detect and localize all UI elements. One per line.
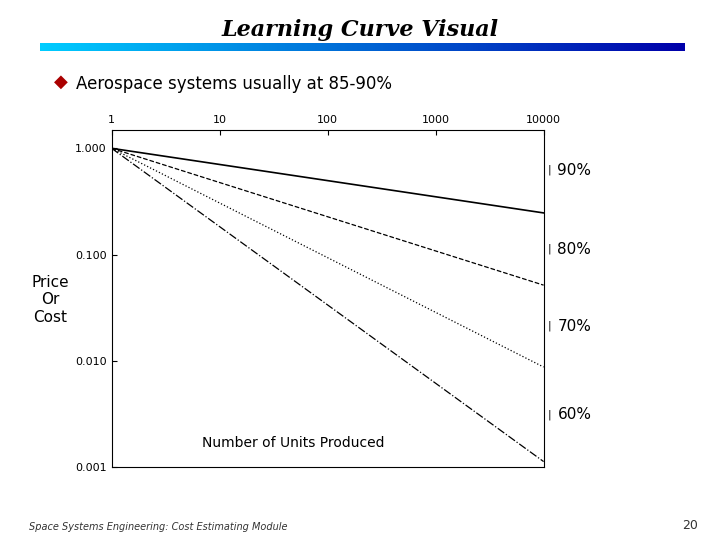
Text: Learning Curve Visual: Learning Curve Visual — [222, 19, 498, 41]
Text: 20: 20 — [683, 519, 698, 532]
Text: Price
Or
Cost: Price Or Cost — [32, 275, 69, 325]
Text: |: | — [548, 165, 552, 176]
Text: |: | — [548, 321, 552, 332]
Text: Number of Units Produced: Number of Units Produced — [202, 436, 384, 450]
Text: Space Systems Engineering: Cost Estimating Module: Space Systems Engineering: Cost Estimati… — [29, 522, 287, 532]
Text: 80%: 80% — [557, 241, 591, 256]
Text: 90%: 90% — [557, 163, 592, 178]
Text: ◆: ◆ — [54, 73, 68, 91]
Text: |: | — [548, 409, 552, 420]
Text: 60%: 60% — [557, 407, 592, 422]
Text: |: | — [548, 244, 552, 254]
Text: Aerospace systems usually at 85-90%: Aerospace systems usually at 85-90% — [76, 75, 392, 92]
Text: 70%: 70% — [557, 319, 591, 334]
